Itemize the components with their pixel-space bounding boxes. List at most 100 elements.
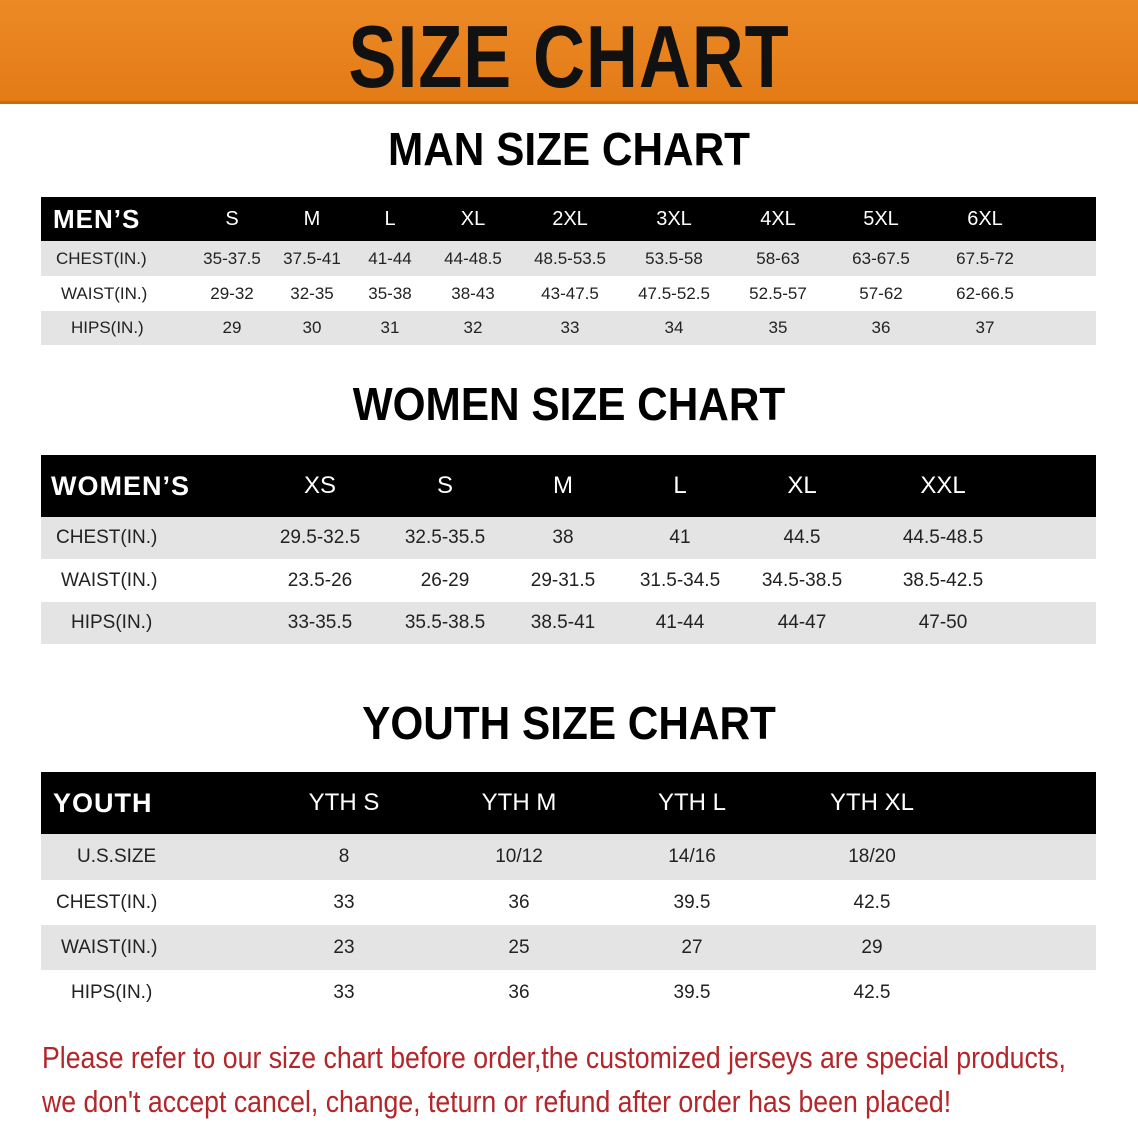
size-header-cell: 6XL (967, 207, 1003, 230)
youth-section-title: YOUTH SIZE CHART (362, 697, 776, 749)
table-cell: 32-35 (290, 283, 334, 303)
size-header-cell: L (384, 207, 396, 230)
size-header-cell: XL (460, 207, 486, 230)
table-cell: 36 (508, 891, 530, 913)
table-cell: 52.5-57 (749, 283, 807, 303)
table-cell: 32 (463, 318, 483, 337)
table-cell: 8 (338, 846, 350, 867)
order-notice: Please refer to our size chart before or… (42, 1036, 1126, 1124)
table-row: HIPS(IN.) 33 36 39.5 42.5 (41, 970, 1096, 1016)
table-cell: 33 (333, 891, 355, 913)
notice-line-1: Please refer to our size chart before or… (42, 1040, 1066, 1075)
table-row: WAIST(IN.) 29-32 32-35 35-38 38-43 43-47.5 47.… (41, 276, 1096, 311)
measurement-label: HIPS(IN.) (71, 612, 153, 633)
table-cell: 41-44 (655, 612, 705, 633)
measurement-label: HIPS(IN.) (71, 982, 153, 1003)
table-cell: 36 (871, 318, 891, 337)
size-header-cell: YTH XL (829, 789, 915, 816)
table-cell: 58-63 (756, 248, 800, 268)
table-row: WAIST(IN.) 23 25 27 29 (41, 925, 1096, 970)
table-cell: 34 (664, 318, 684, 337)
table-cell: 29.5-32.5 (279, 527, 361, 548)
table-cell: 38.5-42.5 (902, 569, 984, 591)
table-cell: 39.5 (673, 982, 711, 1003)
table-cell: 47.5-52.5 (638, 283, 710, 303)
table-header-row: MEN’S S M L XL 2XL 3XL 4XL 5XL 6XL (41, 197, 1096, 241)
measurement-label: CHEST(IN.) (56, 248, 147, 268)
women-size-table: WOMEN’S XS S M L XL XXL CHEST(IN.) 29.5-32.5 32.5… (41, 455, 1096, 644)
table-cell: 48.5-53.5 (534, 248, 606, 268)
table-cell: 44-47 (777, 612, 827, 633)
table-cell: 23.5-26 (287, 569, 353, 591)
measurement-label: HIPS(IN.) (71, 318, 144, 337)
table-cell: 35-38 (368, 283, 412, 303)
table-title-cell: MEN’S (53, 203, 141, 234)
table-cell: 31.5-34.5 (639, 569, 721, 591)
table-cell: 36 (508, 982, 530, 1003)
size-header-cell: XL (787, 472, 817, 499)
men-section-title: MAN SIZE CHART (387, 123, 751, 175)
table-cell: 25 (508, 936, 530, 958)
table-cell: 41-44 (368, 248, 412, 268)
size-header-cell: 4XL (760, 207, 796, 230)
table-cell: 63-67.5 (852, 248, 910, 268)
table-row: CHEST(IN.) 35-37.5 37.5-41 41-44 44-48.5 48.5… (41, 241, 1096, 276)
table-cell: 41 (669, 527, 691, 548)
table-cell: 35 (768, 318, 788, 337)
table-cell: 47-50 (918, 612, 968, 633)
table-cell: 18/20 (848, 846, 896, 867)
measurement-label: WAIST(IN.) (61, 569, 158, 591)
men-size-table: MEN’S S M L XL 2XL 3XL 4XL 5XL 6XL CHEST(IN.) 35-37… (41, 197, 1096, 345)
table-cell: 62-66.5 (956, 283, 1014, 303)
table-cell: 38.5-41 (530, 612, 596, 633)
table-cell: 29 (222, 318, 242, 337)
size-header-cell: L (673, 472, 687, 499)
table-cell: 42.5 (853, 891, 891, 913)
size-header-cell: XS (303, 472, 337, 499)
table-cell: 44-48.5 (444, 248, 502, 268)
table-row: WAIST(IN.) 23.5-26 26-29 29-31.5 31.5-34.5 34… (41, 559, 1096, 602)
table-cell: 26-29 (420, 569, 470, 591)
size-header-cell: YTH L (657, 789, 727, 816)
table-cell: 35.5-38.5 (404, 612, 486, 633)
size-header-cell: S (225, 207, 239, 230)
table-cell: 44.5-48.5 (902, 527, 984, 548)
table-header-row: YOUTH YTH S YTH M YTH L YTH XL (41, 772, 1096, 834)
table-cell: 37.5-41 (283, 248, 341, 268)
measurement-label: WAIST(IN.) (61, 936, 158, 958)
table-cell: 27 (681, 936, 703, 958)
size-header-cell: 3XL (656, 207, 692, 230)
size-header-cell: M (303, 207, 321, 230)
table-cell: 53.5-58 (645, 248, 703, 268)
table-cell: 23 (333, 936, 355, 958)
table-cell: 33-35.5 (287, 612, 353, 633)
table-title-cell: YOUTH (53, 787, 153, 818)
table-cell: 31 (380, 318, 400, 337)
banner: SIZE CHART (0, 0, 1138, 106)
size-header-cell: YTH M (481, 789, 557, 816)
table-cell: 32.5-35.5 (404, 527, 486, 548)
table-cell: 29-31.5 (530, 569, 596, 591)
table-header-row: WOMEN’S XS S M L XL XXL (41, 455, 1096, 517)
table-cell: 30 (302, 318, 322, 337)
women-section-title: WOMEN SIZE CHART (352, 378, 786, 430)
table-cell: 42.5 (853, 982, 891, 1003)
table-row: U.S.SIZE 8 10/12 14/16 18/20 (41, 834, 1096, 880)
table-title-cell: WOMEN’S (51, 470, 190, 501)
size-header-cell: M (553, 472, 573, 499)
measurement-label: U.S.SIZE (77, 846, 157, 867)
size-header-cell: 5XL (863, 207, 899, 230)
table-row: CHEST(IN.) 29.5-32.5 32.5-35.5 38 41 44.5 44.5… (41, 517, 1096, 559)
table-cell: 57-62 (859, 283, 903, 303)
measurement-label: CHEST(IN.) (56, 891, 158, 913)
size-header-cell: S (436, 472, 454, 499)
table-cell: 33 (333, 982, 355, 1003)
table-cell: 34.5-38.5 (761, 569, 843, 591)
table-cell: 38 (552, 527, 574, 548)
table-row: CHEST(IN.) 33 36 39.5 42.5 (41, 880, 1096, 925)
measurement-label: WAIST(IN.) (61, 283, 148, 303)
table-row: HIPS(IN.) 33-35.5 35.5-38.5 38.5-41 41-44 44-… (41, 602, 1096, 644)
size-header-cell: 2XL (552, 207, 588, 230)
table-cell: 29 (861, 936, 883, 958)
table-cell: 38-43 (451, 283, 495, 303)
